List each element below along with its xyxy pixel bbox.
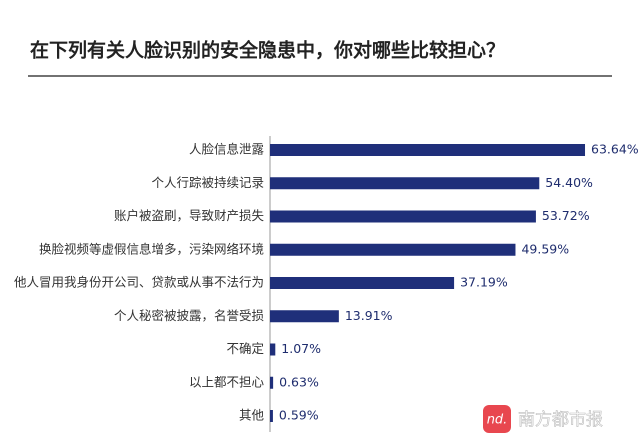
category-label: 其他	[239, 408, 265, 423]
value-label: 0.59%	[279, 408, 319, 423]
bar	[270, 277, 455, 289]
bar	[270, 310, 339, 323]
bar	[270, 177, 540, 190]
value-label: 1.07%	[281, 341, 321, 356]
value-label: 37.19%	[460, 275, 508, 290]
value-label: 63.64%	[591, 142, 639, 157]
category-label: 账户被盗刷，导致财产损失	[114, 208, 265, 223]
category-label: 他人冒用我身份开公司、贷款或从事不法行为	[14, 275, 264, 290]
bar	[270, 144, 586, 156]
category-label: 不确定	[226, 341, 264, 356]
value-label: 54.40%	[545, 175, 593, 190]
category-label: 人脸信息泄露	[189, 142, 265, 157]
bar	[270, 243, 516, 256]
bar	[270, 343, 276, 356]
value-label: 53.72%	[542, 208, 590, 223]
bar	[270, 376, 274, 389]
bar	[270, 410, 273, 422]
value-label: 13.91%	[345, 308, 393, 323]
bar	[270, 210, 536, 223]
value-label: 49.59%	[521, 241, 569, 256]
value-label: 0.63%	[279, 374, 319, 389]
category-label: 个人行踪被持续记录	[151, 175, 264, 190]
category-label: 个人秘密被披露，名誉受损	[114, 308, 265, 323]
watermark-text: 南方都市报	[518, 410, 603, 430]
logo	[483, 405, 511, 433]
logo-text: nd.	[487, 413, 508, 428]
category-label: 以上都不担心	[189, 374, 265, 389]
category-label: 换脸视频等虚假信息增多，污染网络环境	[39, 241, 264, 256]
chart-title: 在下列有关人脸识别的安全隐患中，你对哪些比较担心？	[30, 39, 505, 62]
